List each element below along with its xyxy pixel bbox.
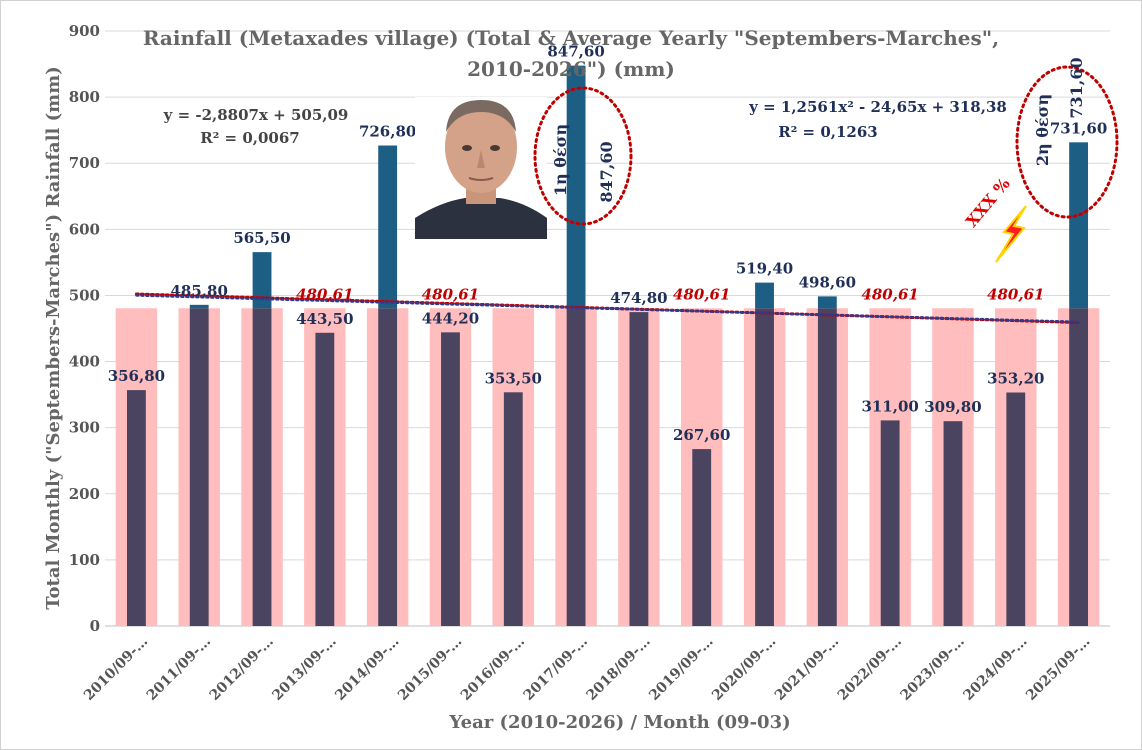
rank2-annotation: 2η θέση 731,60	[1015, 57, 1119, 219]
average-value-label: 480,61	[861, 285, 918, 303]
total-bar	[566, 308, 586, 626]
total-bar	[189, 308, 209, 626]
y-tick-label: 600	[69, 220, 100, 238]
total-value-label: 485,80	[171, 282, 228, 300]
poly-trend-equation: y = 1,2561x² - 24,65x + 318,38	[748, 98, 1007, 116]
total-value-label: 444,20	[422, 309, 479, 327]
total-bar	[880, 420, 900, 626]
total-value-label: 353,20	[987, 369, 1044, 387]
average-value-label: 480,61	[296, 285, 353, 303]
total-value-label: 519,40	[736, 260, 793, 278]
polynomial-trendline	[135, 294, 1080, 324]
total-value-label: 565,50	[233, 229, 290, 247]
y-tick-label: 700	[69, 154, 100, 172]
total-bar	[817, 308, 837, 626]
y-axis-title: Total Monthly ("Septembers-Marches") Rai…	[43, 66, 64, 610]
total-bars	[126, 65, 1089, 626]
total-value-label: 498,60	[799, 273, 856, 291]
total-bar	[1006, 392, 1026, 626]
y-tick-label: 900	[69, 22, 100, 40]
average-value-label: 480,61	[673, 285, 730, 303]
portrait-photo	[415, 97, 547, 239]
rank1-label: 1η θέση	[551, 124, 570, 196]
y-tick-label: 0	[90, 617, 100, 635]
rank2-ellipse	[1015, 65, 1119, 219]
y-axis-ticks: 0 100 200 300 400 500 600 700 800 900	[69, 22, 100, 635]
data-labels: 356,80 485,80 565,50 443,50 726,80 444,20 353,…	[108, 43, 1108, 444]
total-bar	[378, 308, 398, 626]
poly-trend-r2: R² = 0,1263	[778, 123, 877, 141]
rank1-annotation: 1η θέση 847,60	[533, 86, 633, 226]
linear-trend-equation: y = -2,8807x + 505,09	[163, 106, 349, 124]
y-tick-label: 400	[69, 353, 100, 371]
total-value-label: 474,80	[610, 289, 667, 307]
total-value-label: 731,60	[1050, 119, 1107, 137]
total-bar-excess	[755, 282, 774, 309]
total-bar-excess	[566, 65, 586, 309]
linear-trend-r2: R² = 0,0067	[200, 129, 299, 147]
total-bar	[126, 390, 146, 626]
total-value-label: 356,80	[108, 367, 165, 385]
total-bar	[943, 421, 963, 626]
y-tick-label: 500	[69, 286, 100, 304]
total-bar	[441, 332, 460, 626]
rank2-value: 731,60	[1067, 57, 1086, 118]
total-bar-excess	[1069, 142, 1089, 309]
total-bar	[692, 449, 712, 626]
total-bar-excess	[189, 304, 209, 309]
y-tick-label: 100	[69, 551, 100, 569]
total-bar-excess	[378, 145, 398, 309]
total-bar	[503, 392, 523, 626]
lightning-icon	[995, 205, 1027, 263]
total-bar	[315, 332, 335, 626]
total-bar	[755, 308, 774, 626]
trendlines	[134, 292, 1081, 325]
average-value-label: 480,61	[987, 285, 1044, 303]
total-value-label: 353,50	[485, 369, 542, 387]
total-value-label: 726,80	[359, 123, 416, 141]
y-tick-label: 300	[69, 419, 100, 437]
total-bar	[629, 312, 649, 626]
total-bar-excess	[252, 252, 272, 309]
total-value-label: 847,60	[547, 43, 604, 61]
total-bar	[1069, 308, 1089, 626]
total-value-label: 267,60	[673, 426, 730, 444]
y-tick-label: 200	[69, 485, 100, 503]
total-value-label: 311,00	[861, 397, 918, 415]
rank1-ellipse	[533, 86, 633, 226]
y-tick-label: 800	[69, 88, 100, 106]
total-bar-excess	[817, 296, 837, 309]
chart-title-line2: 2010-2026") (mm)	[467, 57, 675, 81]
x-axis-title: Year (2010-2026) / Month (09-03)	[448, 712, 790, 733]
chart-title-line1: Rainfall (Metaxades village) (Total & Av…	[143, 26, 999, 50]
total-bar	[252, 308, 272, 626]
rank2-label: 2η θέση	[1033, 94, 1052, 166]
total-value-label: 443,50	[296, 310, 353, 328]
total-value-label: 309,80	[924, 398, 981, 416]
average-value-label: 480,61	[422, 285, 479, 303]
rank1-value: 847,60	[597, 141, 616, 202]
